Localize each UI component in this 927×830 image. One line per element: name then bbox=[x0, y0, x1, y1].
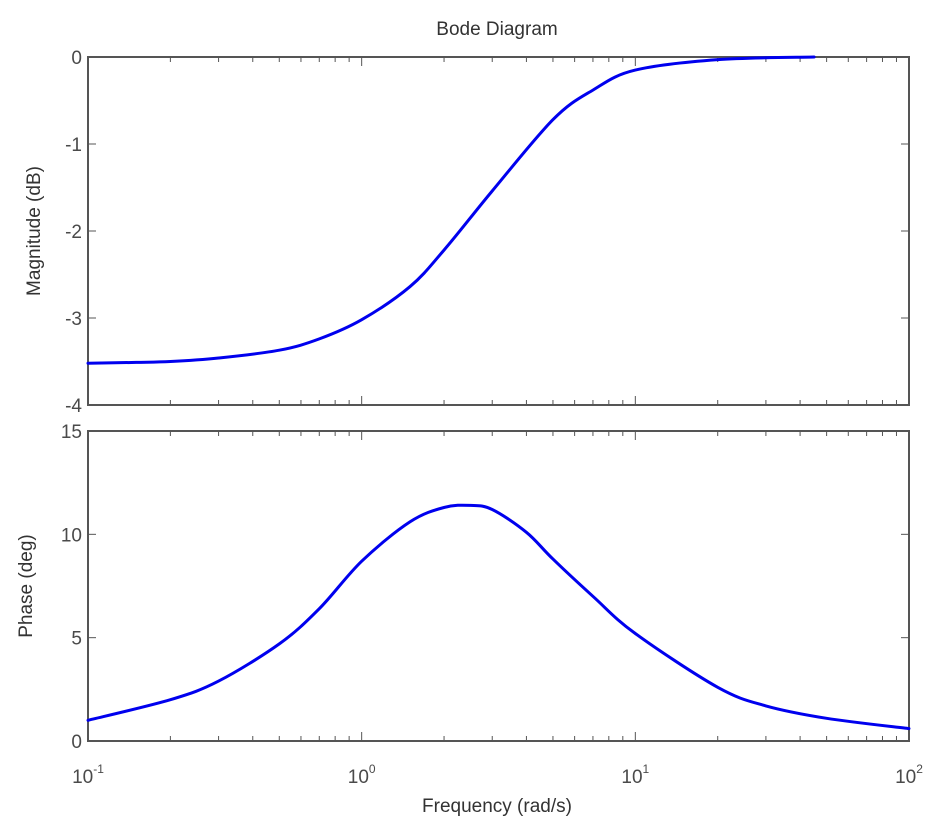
phase-plot-frame bbox=[87, 430, 910, 742]
phase-y-axis-label: Phase (deg) bbox=[16, 534, 37, 638]
phase-series-line bbox=[86, 503, 911, 731]
magnitude-y-tick-label: 0 bbox=[71, 48, 82, 69]
x-axis-label: Frequency (rad/s) bbox=[422, 796, 572, 817]
phase-y-tick-label: 10 bbox=[61, 525, 82, 546]
x-tick-label: 102 bbox=[895, 762, 923, 788]
magnitude-plot-frame bbox=[87, 56, 910, 406]
magnitude-y-tick-label: -3 bbox=[65, 309, 82, 330]
x-axis-tick-labels: 10-1 100 101 102 bbox=[72, 762, 923, 788]
x-tick-label: 100 bbox=[348, 762, 376, 788]
x-tick-label: 10-1 bbox=[72, 762, 104, 788]
magnitude-series-line bbox=[86, 55, 816, 365]
x-tick-label: 101 bbox=[621, 762, 649, 788]
phase-y-tick-label: 5 bbox=[71, 629, 82, 650]
phase-y-tick-label: 0 bbox=[71, 732, 82, 753]
phase-panel: 0 5 10 15 Phase (deg) bbox=[16, 422, 911, 753]
chart-title: Bode Diagram bbox=[436, 19, 557, 40]
magnitude-y-tick-label: -2 bbox=[65, 222, 82, 243]
phase-y-tick-label: 15 bbox=[61, 422, 82, 443]
magnitude-y-axis-label: Magnitude (dB) bbox=[24, 166, 45, 296]
magnitude-y-tick-label: -1 bbox=[65, 135, 82, 156]
magnitude-y-tick-label: -4 bbox=[65, 396, 82, 417]
magnitude-panel: -4 -3 -2 -1 0 Magnitude (dB) bbox=[24, 48, 910, 417]
